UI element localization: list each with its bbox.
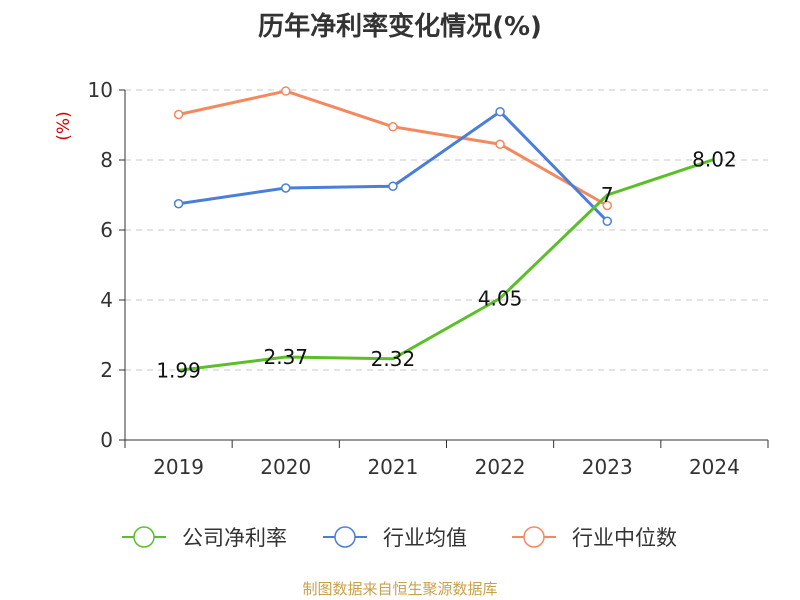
y-tick-label: 10 bbox=[88, 78, 113, 102]
legend: 公司净利率 行业均值 行业中位数 bbox=[122, 526, 677, 550]
data-label: 4.05 bbox=[478, 286, 523, 310]
legend-marker-1 bbox=[334, 526, 356, 548]
series-point-1 bbox=[495, 106, 505, 117]
grid-lines bbox=[125, 89, 768, 371]
data-label: 2.32 bbox=[371, 347, 416, 371]
legend-label: 公司净利率 bbox=[182, 526, 287, 550]
legend-label: 行业中位数 bbox=[572, 526, 677, 550]
series-line-0 bbox=[178, 157, 715, 372]
legend-marker-0 bbox=[133, 526, 155, 548]
chart-title: 历年净利率变化情况(%) bbox=[258, 12, 542, 42]
series-point-1 bbox=[602, 216, 612, 226]
legend-label: 行业均值 bbox=[383, 526, 467, 550]
x-tick-label: 2022 bbox=[475, 455, 526, 479]
series-point-2 bbox=[388, 122, 398, 132]
series-point-1 bbox=[281, 183, 291, 193]
y-tick-label: 0 bbox=[100, 428, 113, 452]
y-tick-label: 8 bbox=[100, 148, 113, 172]
series-point-1 bbox=[388, 181, 398, 191]
series-point-2 bbox=[281, 86, 291, 96]
series-point-2 bbox=[173, 109, 184, 120]
x-tick-label: 2024 bbox=[689, 455, 740, 479]
series-point-1 bbox=[173, 199, 184, 209]
source-footer: 制图数据来自恒生聚源数据库 bbox=[302, 580, 498, 598]
x-tick-label: 2021 bbox=[367, 455, 418, 479]
y-tick-label: 4 bbox=[100, 288, 113, 312]
axes: 0 2 4 6 8 10 2019 2020 2021 2022 2023 2024 (%) bbox=[54, 78, 769, 479]
data-label: 7 bbox=[601, 183, 614, 207]
y-axis-label: (%) bbox=[54, 111, 74, 140]
y-tick-label: 2 bbox=[100, 358, 113, 382]
series-lines bbox=[173, 86, 715, 372]
data-labels: 1.99 2.37 2.32 4.05 7 8.02 bbox=[156, 147, 736, 382]
y-tick-label: 6 bbox=[100, 218, 113, 242]
data-label: 8.02 bbox=[692, 147, 737, 171]
series-point-2 bbox=[495, 139, 505, 149]
data-label: 1.99 bbox=[156, 358, 201, 382]
legend-marker-2 bbox=[523, 526, 545, 548]
x-tick-label: 2019 bbox=[153, 455, 204, 479]
series-point-2 bbox=[602, 200, 612, 211]
x-tick-label: 2020 bbox=[260, 455, 311, 479]
data-label: 2.37 bbox=[263, 345, 308, 369]
x-tick-label: 2023 bbox=[582, 455, 633, 479]
